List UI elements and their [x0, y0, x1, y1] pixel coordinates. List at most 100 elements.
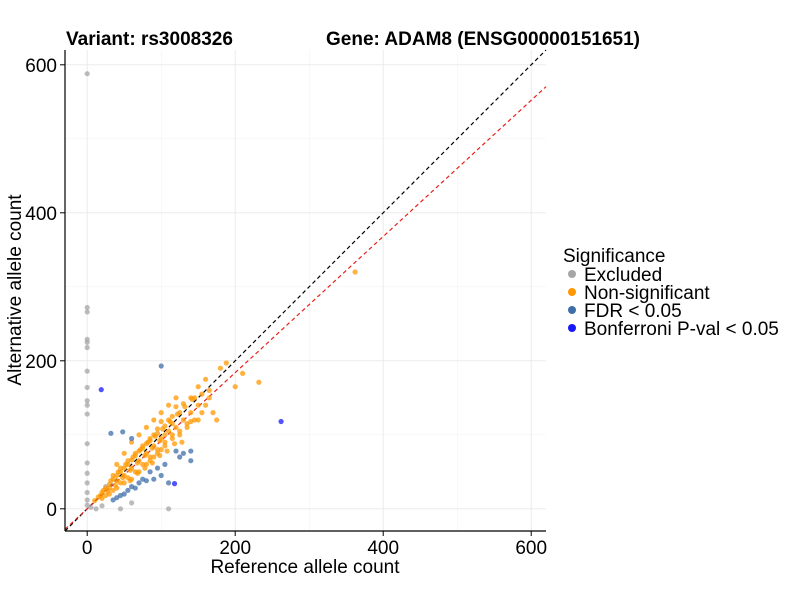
point-non-significant	[195, 384, 201, 390]
point-non-significant	[206, 387, 212, 393]
point-non-significant	[180, 417, 186, 423]
point-non-significant	[149, 445, 155, 451]
legend: Significance ExcludedNon-significantFDR …	[563, 246, 779, 340]
point-fdr-0-05	[180, 450, 186, 456]
point-non-significant	[158, 418, 164, 425]
point-excluded	[84, 368, 90, 374]
point-non-significant	[100, 487, 107, 493]
point-non-significant	[157, 452, 163, 459]
point-non-significant	[352, 269, 358, 275]
legend-key-non-significant	[568, 288, 576, 296]
point-non-significant	[189, 396, 195, 402]
reference-line-identity	[64, 49, 547, 532]
data-points	[84, 71, 358, 512]
point-non-significant	[147, 454, 153, 460]
point-excluded	[84, 402, 90, 408]
point-non-significant	[217, 365, 223, 371]
point-non-significant	[195, 402, 201, 408]
point-excluded	[84, 398, 90, 404]
point-non-significant	[137, 447, 144, 453]
point-non-significant	[143, 424, 149, 430]
point-non-significant	[97, 492, 104, 499]
point-non-significant	[151, 454, 157, 460]
point-bonferroni-p-val-0-05	[171, 481, 178, 487]
point-excluded	[84, 497, 90, 503]
point-non-significant	[169, 413, 175, 419]
point-non-significant	[127, 467, 133, 473]
point-non-significant	[142, 465, 148, 471]
point-non-significant	[162, 443, 168, 449]
title-left: Variant: rs3008326	[66, 29, 233, 50]
point-non-significant	[114, 461, 120, 467]
point-non-significant	[112, 482, 118, 488]
point-non-significant	[199, 391, 205, 397]
point-non-significant	[105, 488, 111, 494]
point-excluded	[84, 339, 90, 345]
x-tick-label: 400	[367, 538, 399, 559]
point-excluded	[129, 500, 135, 506]
point-non-significant	[240, 370, 246, 376]
point-excluded	[84, 384, 90, 391]
legend-key-fdr-0-05	[568, 306, 576, 314]
point-non-significant	[169, 432, 175, 438]
point-fdr-0-05	[110, 497, 116, 503]
point-non-significant	[108, 478, 114, 484]
point-excluded	[84, 71, 90, 77]
point-excluded	[99, 503, 105, 509]
point-non-significant	[142, 452, 148, 459]
point-non-significant	[127, 478, 133, 484]
x-tick-label: 0	[82, 538, 93, 559]
point-non-significant	[179, 439, 185, 445]
point-non-significant	[166, 402, 172, 408]
point-non-significant	[167, 418, 173, 425]
point-excluded	[84, 411, 90, 417]
point-excluded	[84, 441, 90, 447]
point-bonferroni-p-val-0-05	[98, 387, 104, 393]
point-fdr-0-05	[162, 461, 168, 467]
point-non-significant	[182, 404, 188, 410]
point-non-significant	[195, 417, 201, 423]
point-fdr-0-05	[125, 487, 131, 493]
point-non-significant	[158, 410, 164, 416]
point-excluded	[88, 504, 94, 510]
title-right: Gene: ADAM8 (ENSG00000151651)	[326, 29, 640, 50]
point-fdr-0-05	[117, 492, 124, 499]
point-non-significant	[136, 432, 142, 438]
point-non-significant	[158, 447, 164, 453]
legend-label-fdr-0-05: FDR < 0.05	[584, 301, 682, 322]
point-non-significant	[173, 395, 179, 401]
point-excluded	[84, 344, 90, 351]
legend-label-non-significant: Non-significant	[584, 283, 710, 304]
y-tick-label: 0	[46, 500, 57, 521]
axes	[64, 50, 546, 532]
point-non-significant	[188, 410, 194, 416]
point-fdr-0-05	[151, 476, 157, 482]
point-non-significant	[173, 424, 179, 430]
point-non-significant	[149, 460, 155, 466]
reference-lines	[64, 49, 547, 532]
point-non-significant	[120, 475, 126, 481]
point-non-significant	[129, 439, 135, 445]
point-fdr-0-05	[177, 454, 183, 460]
point-non-significant	[173, 404, 179, 410]
grid-lines	[65, 50, 546, 531]
point-non-significant	[123, 461, 129, 467]
point-fdr-0-05	[188, 448, 194, 454]
point-excluded	[84, 480, 90, 486]
legend-title: Significance	[563, 246, 665, 267]
point-non-significant	[164, 448, 170, 454]
point-excluded	[84, 460, 90, 466]
point-bonferroni-p-val-0-05	[278, 418, 284, 425]
point-non-significant	[203, 376, 209, 382]
point-fdr-0-05	[166, 480, 172, 486]
point-non-significant	[232, 384, 238, 390]
point-non-significant	[162, 432, 168, 438]
point-fdr-0-05	[120, 429, 126, 435]
point-non-significant	[223, 360, 229, 366]
point-fdr-0-05	[140, 476, 146, 482]
y-tick-label: 200	[25, 352, 57, 373]
point-non-significant	[103, 492, 109, 499]
point-non-significant	[199, 410, 205, 416]
x-tick-label: 200	[219, 538, 251, 559]
point-excluded	[84, 304, 90, 311]
